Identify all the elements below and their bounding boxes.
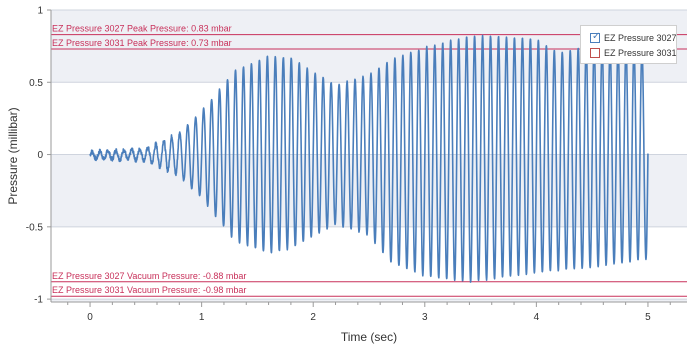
reference-line-label: EZ Pressure 3031 Vacuum Pressure: -0.98 … bbox=[52, 285, 246, 295]
x-tick-label: 4 bbox=[534, 312, 540, 323]
legend-checkbox-3027[interactable]: ✓ bbox=[590, 31, 601, 43]
series-layer bbox=[89, 34, 649, 283]
reference-line-label: EZ Pressure 3027 Vacuum Pressure: -0.88 … bbox=[52, 271, 246, 281]
checkmark-icon: ✓ bbox=[592, 31, 601, 42]
x-tick-label: 5 bbox=[645, 312, 651, 323]
x-tick-label: 3 bbox=[422, 312, 428, 323]
x-tick-label: 2 bbox=[310, 312, 316, 323]
x-tick-labels: 0 1 2 3 4 5 bbox=[67, 302, 671, 323]
x-tick-label: 0 bbox=[87, 312, 93, 323]
reference-line-label: EZ Pressure 3031 Peak Pressure: 0.73 mba… bbox=[52, 38, 232, 48]
y-tick-label: 1 bbox=[37, 6, 43, 17]
y-tick-label: 0 bbox=[37, 150, 43, 161]
legend-label: EZ Pressure 3031 bbox=[604, 48, 677, 58]
legend-item-ez-pressure-3031[interactable]: EZ Pressure 3031 bbox=[590, 46, 677, 60]
plot-band bbox=[51, 299, 687, 302]
y-tick-label: -1 bbox=[34, 295, 43, 306]
legend: ✓ EZ Pressure 3027 EZ Pressure 3031 bbox=[580, 25, 677, 64]
y-tick-label: -0.5 bbox=[26, 222, 44, 233]
legend-item-ez-pressure-3027[interactable]: ✓ EZ Pressure 3027 bbox=[590, 31, 677, 45]
reference-line-label: EZ Pressure 3027 Peak Pressure: 0.83 mba… bbox=[52, 24, 232, 34]
y-tick-label: 0.5 bbox=[29, 78, 43, 89]
legend-label: EZ Pressure 3027 bbox=[604, 33, 677, 43]
y-axis-title: Pressure (millibar) bbox=[6, 107, 20, 204]
legend-checkbox-3031[interactable] bbox=[590, 48, 600, 58]
x-axis-title: Time (sec) bbox=[341, 330, 397, 344]
series-line-ez-pressure-3027 bbox=[89, 34, 649, 283]
x-tick-label: 1 bbox=[199, 312, 205, 323]
y-tick-labels: 1 0.5 0 -0.5 -1 bbox=[26, 6, 51, 306]
